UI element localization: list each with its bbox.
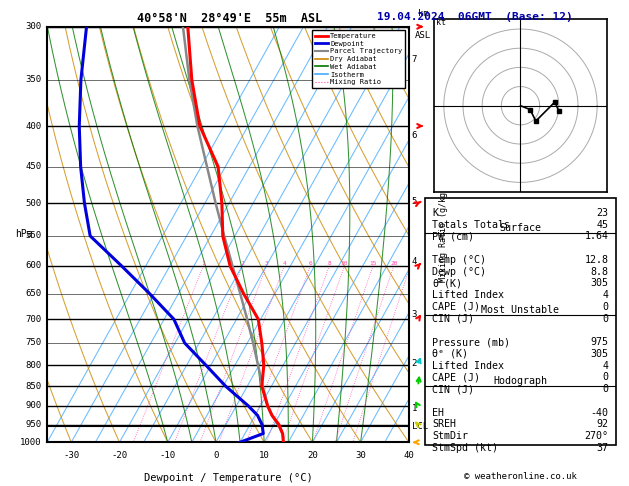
Text: Dewp (°C): Dewp (°C) xyxy=(432,267,486,277)
Text: 270°: 270° xyxy=(585,431,609,441)
Text: ASL: ASL xyxy=(415,31,431,40)
Text: 6: 6 xyxy=(308,261,312,266)
Text: CIN (J): CIN (J) xyxy=(432,313,474,324)
Text: -30: -30 xyxy=(64,451,79,460)
Text: CIN (J): CIN (J) xyxy=(432,384,474,394)
Text: 4: 4 xyxy=(603,290,609,300)
Text: 500: 500 xyxy=(26,199,42,208)
Text: 975: 975 xyxy=(591,337,609,347)
Text: PW (cm): PW (cm) xyxy=(432,231,474,242)
Text: Totals Totals: Totals Totals xyxy=(432,220,510,229)
Text: 400: 400 xyxy=(26,122,42,131)
Text: 2: 2 xyxy=(240,261,244,266)
Text: Surface: Surface xyxy=(499,223,542,233)
Text: 10: 10 xyxy=(259,451,270,460)
Text: Dewpoint / Temperature (°C): Dewpoint / Temperature (°C) xyxy=(143,473,313,484)
Text: 20: 20 xyxy=(307,451,318,460)
Text: EH: EH xyxy=(432,408,444,417)
Text: 4: 4 xyxy=(412,257,417,266)
Text: StmSpd (kt): StmSpd (kt) xyxy=(432,443,498,453)
Text: θᵉ (K): θᵉ (K) xyxy=(432,349,468,359)
Text: 30: 30 xyxy=(355,451,366,460)
Text: Pressure (mb): Pressure (mb) xyxy=(432,337,510,347)
Text: Mixing Ratio (g/kg): Mixing Ratio (g/kg) xyxy=(438,187,448,282)
Text: kt: kt xyxy=(436,18,446,27)
Text: K: K xyxy=(432,208,438,218)
Text: 550: 550 xyxy=(26,231,42,241)
Text: 40: 40 xyxy=(403,451,415,460)
Text: 7: 7 xyxy=(412,55,417,64)
Text: Most Unstable: Most Unstable xyxy=(481,305,560,315)
Text: 40°58'N  28°49'E  55m  ASL: 40°58'N 28°49'E 55m ASL xyxy=(137,12,322,25)
Text: θᵉ(K): θᵉ(K) xyxy=(432,278,462,288)
Text: hPa: hPa xyxy=(15,229,33,240)
Legend: Temperature, Dewpoint, Parcel Trajectory, Dry Adiabat, Wet Adiabat, Isotherm, Mi: Temperature, Dewpoint, Parcel Trajectory… xyxy=(312,30,405,88)
Text: 0: 0 xyxy=(603,384,609,394)
Text: 450: 450 xyxy=(26,162,42,171)
Text: 8.8: 8.8 xyxy=(591,267,609,277)
Text: 1000: 1000 xyxy=(20,438,42,447)
Text: 6: 6 xyxy=(412,131,417,140)
Text: SREH: SREH xyxy=(432,419,456,430)
Text: 3: 3 xyxy=(265,261,269,266)
Text: 650: 650 xyxy=(26,289,42,298)
Text: 37: 37 xyxy=(597,443,609,453)
Text: 92: 92 xyxy=(597,419,609,430)
Text: 20: 20 xyxy=(390,261,398,266)
Text: 19.04.2024  06GMT  (Base: 12): 19.04.2024 06GMT (Base: 12) xyxy=(377,12,573,22)
Text: 0: 0 xyxy=(603,372,609,382)
Text: 12.8: 12.8 xyxy=(585,255,609,265)
Text: 1: 1 xyxy=(201,261,205,266)
Text: 305: 305 xyxy=(591,278,609,288)
Text: 300: 300 xyxy=(26,22,42,31)
Text: 350: 350 xyxy=(26,75,42,85)
Text: 700: 700 xyxy=(26,314,42,324)
Text: km: km xyxy=(418,9,429,18)
Text: Lifted Index: Lifted Index xyxy=(432,290,504,300)
Text: 4: 4 xyxy=(603,361,609,371)
Text: Temp (°C): Temp (°C) xyxy=(432,255,486,265)
Text: LCL: LCL xyxy=(412,422,428,431)
Text: 0: 0 xyxy=(603,313,609,324)
Text: 4: 4 xyxy=(282,261,286,266)
Text: 15: 15 xyxy=(369,261,377,266)
Text: 8: 8 xyxy=(328,261,331,266)
Text: 5: 5 xyxy=(412,197,417,206)
Text: 600: 600 xyxy=(26,261,42,270)
Text: 800: 800 xyxy=(26,361,42,370)
Text: 2: 2 xyxy=(412,359,417,367)
Text: Hodograph: Hodograph xyxy=(494,376,547,386)
Text: -20: -20 xyxy=(111,451,128,460)
Text: 45: 45 xyxy=(597,220,609,229)
Text: 305: 305 xyxy=(591,349,609,359)
Text: 950: 950 xyxy=(26,420,42,429)
Text: -40: -40 xyxy=(591,408,609,417)
Text: Lifted Index: Lifted Index xyxy=(432,361,504,371)
Text: 850: 850 xyxy=(26,382,42,391)
Text: 0: 0 xyxy=(603,302,609,312)
Text: 900: 900 xyxy=(26,401,42,410)
Text: © weatheronline.co.uk: © weatheronline.co.uk xyxy=(464,472,577,481)
Text: 0: 0 xyxy=(213,451,219,460)
Text: 3: 3 xyxy=(412,310,417,319)
Text: 1.64: 1.64 xyxy=(585,231,609,242)
Text: CAPE (J): CAPE (J) xyxy=(432,302,481,312)
Text: 750: 750 xyxy=(26,338,42,347)
Text: 23: 23 xyxy=(597,208,609,218)
Text: -10: -10 xyxy=(160,451,175,460)
Text: CAPE (J): CAPE (J) xyxy=(432,372,481,382)
Text: StmDir: StmDir xyxy=(432,431,468,441)
Text: 1: 1 xyxy=(412,404,417,413)
Text: 10: 10 xyxy=(341,261,348,266)
